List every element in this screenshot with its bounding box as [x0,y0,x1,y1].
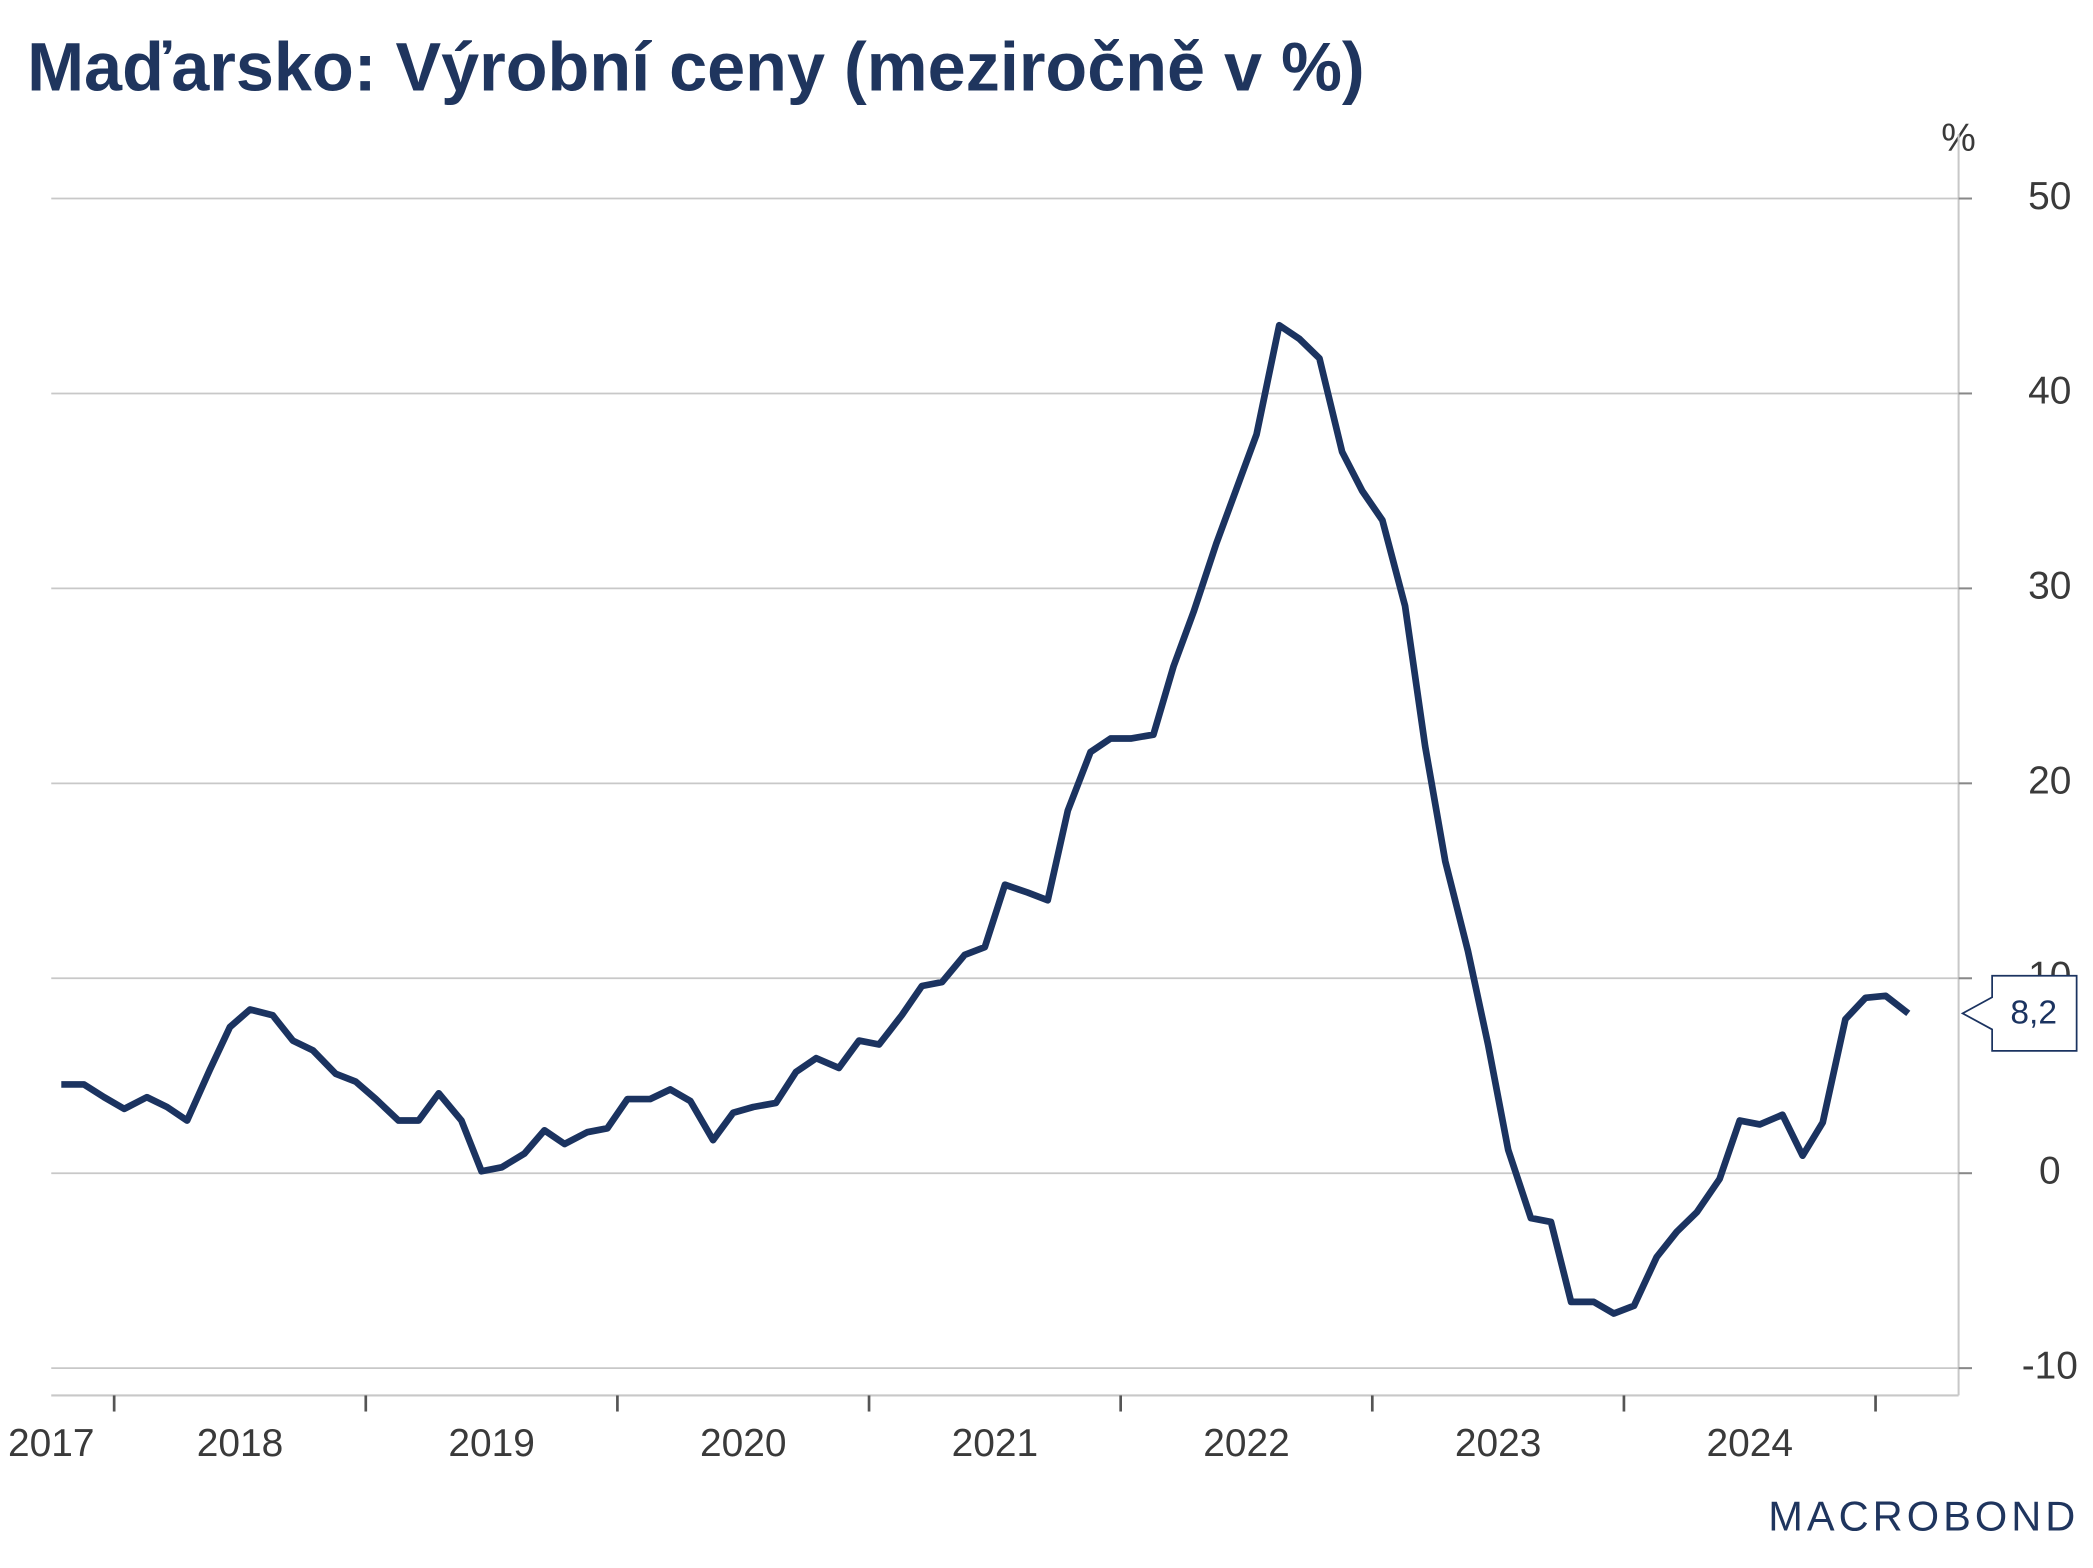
x-tick-label: 2018 [197,1422,283,1465]
logo: MACROBOND [1768,1493,2079,1540]
x-tick-label: 2019 [448,1422,534,1465]
x-tick-label: 2024 [1707,1422,1793,1465]
y-tick-label: 30 [2028,565,2071,608]
x-tick-label: 2021 [952,1422,1038,1465]
y-tick-label: -10 [2022,1344,2078,1387]
y-tick-label: 40 [2028,370,2071,413]
y-tick-label: 20 [2028,760,2071,803]
x-tick-label: 2020 [700,1422,786,1465]
end-label-box [1960,974,2078,1052]
x-tick-label: 2017 [8,1422,94,1465]
line-series [61,321,1911,1317]
chart-title: Maďarsko: Výrobní ceny (meziročně v %) [27,29,1365,105]
end-label: 8,2 [2010,995,2057,1032]
x-tick-label: 2023 [1455,1422,1541,1465]
y-tick-label: 0 [2039,1149,2061,1192]
y-tick-label: 50 [2028,175,2071,218]
x-tick-label: 2022 [1203,1422,1289,1465]
